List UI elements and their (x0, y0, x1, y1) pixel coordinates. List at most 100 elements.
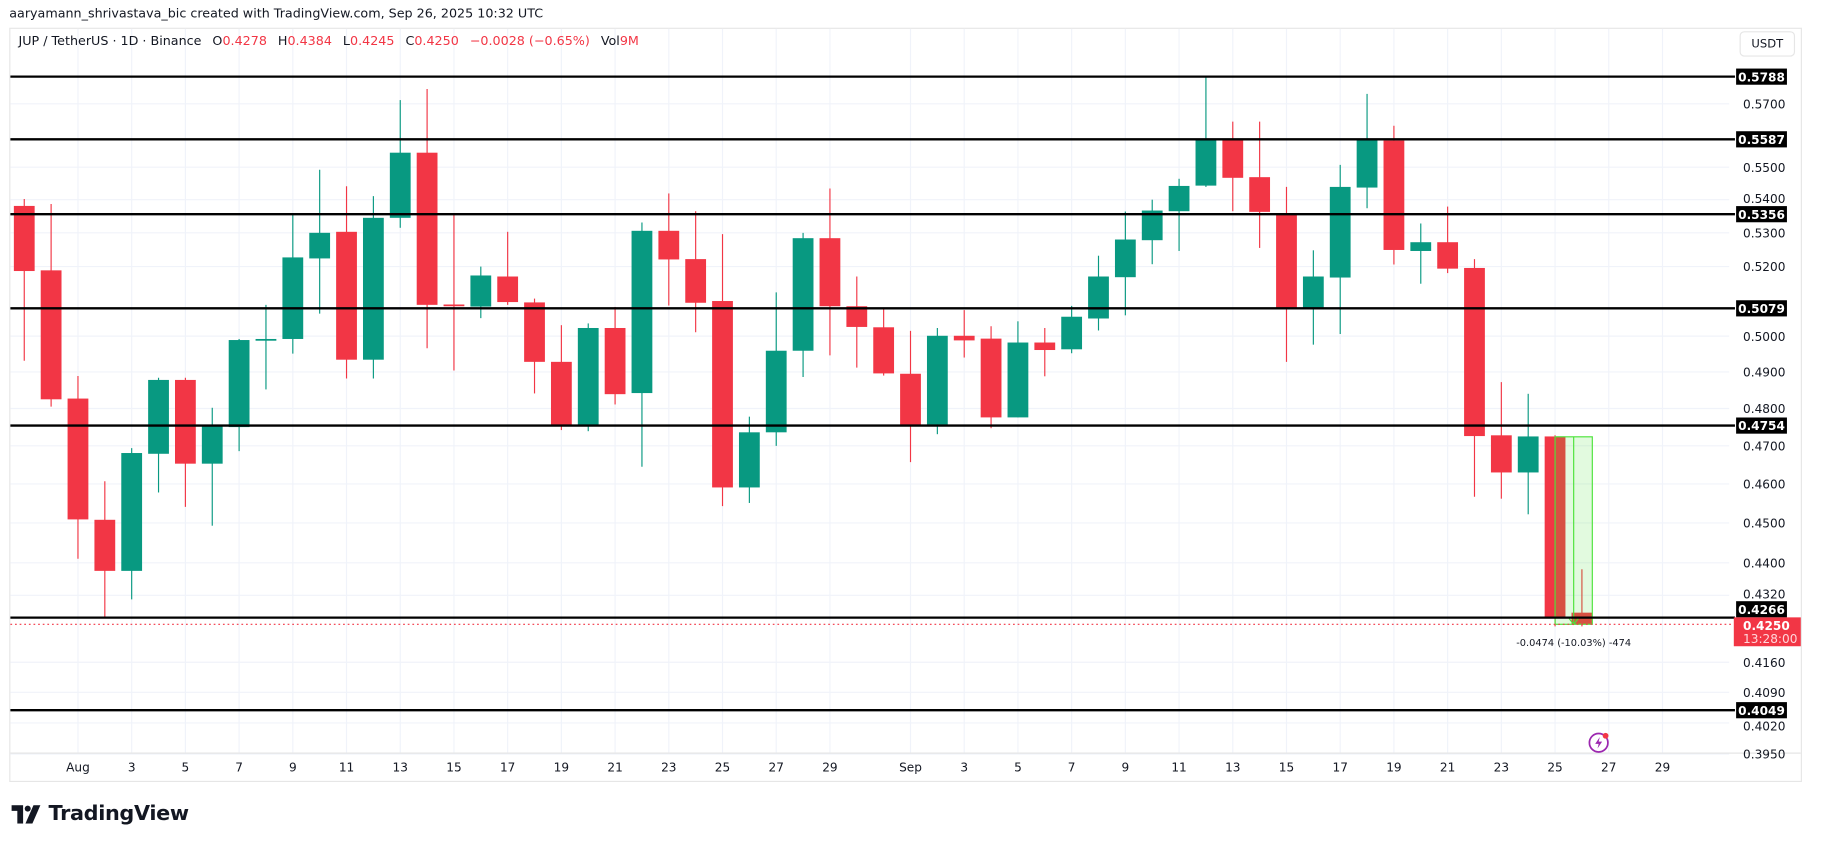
candle-body (282, 257, 304, 339)
price-tick-label: 0.5500 (1743, 161, 1785, 175)
candle-up[interactable] (148, 377, 169, 493)
candle-down[interactable] (416, 88, 438, 349)
candle-down[interactable] (524, 298, 545, 394)
candle-body (1141, 210, 1163, 241)
candle-down[interactable] (604, 306, 626, 405)
candle-down[interactable] (1034, 327, 1056, 377)
candle-up[interactable] (1061, 305, 1083, 354)
candle-down[interactable] (819, 188, 841, 356)
candle-up[interactable] (470, 266, 492, 319)
candle-up[interactable] (738, 416, 760, 503)
candle-down[interactable] (1276, 186, 1297, 362)
candle-down[interactable] (174, 377, 196, 507)
time-tick-label: 27 (769, 761, 784, 775)
candle-up[interactable] (255, 304, 277, 390)
time-tick-label: 17 (1332, 761, 1347, 775)
candle-up[interactable] (1114, 211, 1136, 316)
candle-down[interactable] (1383, 125, 1405, 265)
candle-body (1195, 139, 1217, 186)
candle-down[interactable] (1464, 259, 1485, 497)
candle-up[interactable] (362, 196, 384, 379)
candle-down[interactable] (1249, 121, 1271, 248)
high-value: 0.4384 (287, 33, 332, 49)
logo-text: TradingView (48, 801, 190, 826)
candle-down[interactable] (94, 481, 116, 618)
candle-up[interactable] (631, 222, 653, 467)
candle-up[interactable] (201, 407, 223, 526)
candle-body (1490, 435, 1512, 473)
candle-body (1222, 139, 1244, 178)
candle-up[interactable] (1329, 164, 1351, 335)
close-label: C (405, 33, 415, 49)
candle-down[interactable] (40, 203, 62, 407)
candle-up[interactable] (1356, 93, 1378, 209)
candle-down[interactable] (13, 199, 35, 361)
candle-up[interactable] (282, 214, 304, 354)
chart-pane[interactable] (9, 27, 1802, 783)
candle-up[interactable] (765, 292, 787, 446)
candle-down[interactable] (1437, 206, 1459, 274)
candle-body (1329, 186, 1351, 278)
candle-down[interactable] (873, 308, 895, 376)
lightning-alert-icon[interactable] (1588, 732, 1609, 753)
candle-body (1302, 276, 1324, 309)
candle-body (765, 350, 787, 433)
currency-button[interactable]: USDT (1739, 31, 1796, 57)
candle-up[interactable] (1410, 223, 1432, 284)
bar-countdown-label: 13:28:00 (1743, 632, 1797, 646)
price-tick-label: 0.5000 (1743, 330, 1785, 344)
candle-body (1276, 213, 1297, 309)
candle-down[interactable] (846, 276, 868, 368)
candle-body (362, 217, 384, 360)
candle-body (524, 302, 545, 362)
candle-body (1356, 139, 1378, 188)
candle-body (1007, 342, 1029, 418)
candle-body (336, 231, 357, 360)
candle-up[interactable] (1195, 76, 1217, 187)
candle-up[interactable] (1141, 199, 1163, 265)
candle-down[interactable] (712, 234, 733, 507)
symbol-legend: JUP / TetherUS · 1D · Binance O0.4278 H0… (18, 33, 638, 48)
time-tick-label: 23 (1494, 761, 1509, 775)
candle-up[interactable] (926, 327, 948, 435)
candle-up[interactable] (1302, 250, 1324, 345)
level-price-tag (1736, 68, 1787, 85)
candle-down[interactable] (900, 330, 921, 463)
price-tick-label: 0.4320 (1743, 587, 1785, 601)
candle-down[interactable] (1222, 121, 1244, 212)
candle-down[interactable] (336, 186, 357, 379)
time-tick-label: 15 (446, 761, 461, 775)
candle-up[interactable] (792, 232, 814, 378)
symbol-name[interactable]: JUP / TetherUS · 1D · Binance (18, 33, 202, 49)
tradingview-logo[interactable]: TradingView (11, 801, 190, 826)
time-tick-label: 21 (607, 761, 622, 775)
candle-up[interactable] (577, 323, 599, 432)
low-value: 0.4245 (349, 33, 395, 49)
candle-body (738, 432, 760, 488)
candle-down[interactable] (953, 310, 975, 358)
candle-down[interactable] (550, 325, 572, 431)
candle-down[interactable] (980, 326, 1002, 429)
candle-body (900, 373, 921, 426)
candle-up[interactable] (121, 448, 143, 600)
candle-down[interactable] (497, 231, 519, 305)
candle-up[interactable] (389, 100, 411, 228)
candle-down[interactable] (1490, 382, 1512, 499)
candle-up[interactable] (1007, 321, 1029, 418)
candle-down[interactable] (685, 211, 707, 333)
candle-down[interactable] (658, 193, 680, 306)
candle-up[interactable] (309, 169, 331, 314)
price-tick-label: 0.4160 (1743, 656, 1785, 670)
time-tick-label: 19 (554, 761, 569, 775)
price-tick-label: 0.4700 (1743, 439, 1785, 453)
candle-down[interactable] (67, 375, 89, 559)
candle-down[interactable] (443, 214, 465, 371)
candle-up[interactable] (1517, 393, 1539, 515)
candle-body (67, 398, 89, 520)
volume-value: 9M (619, 33, 639, 49)
candle-up[interactable] (228, 338, 250, 452)
candle-body (1034, 342, 1056, 351)
time-tick-label: 9 (289, 761, 297, 775)
candle-body (13, 205, 35, 272)
